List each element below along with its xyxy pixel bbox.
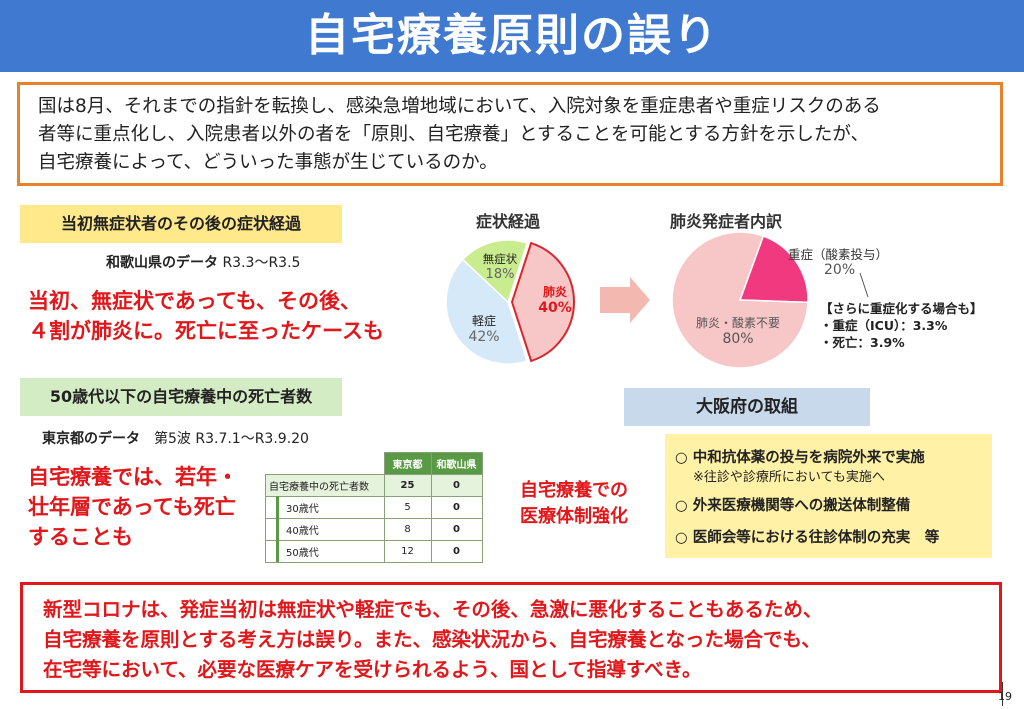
row-tokyo: 8 xyxy=(383,518,432,541)
slice-value-mild: 42% xyxy=(468,329,500,345)
source-period: R3.3〜R3.5 xyxy=(222,255,301,271)
osaka-item: ○ 中和抗体薬の投与を病院外来で実施 xyxy=(675,450,925,466)
row-wakayama: 0 xyxy=(430,518,483,541)
osaka-left-label-line: 医療体制強化 xyxy=(520,506,628,527)
slice-label-no-oxygen: 肺炎・酸素不要 xyxy=(695,316,780,330)
page-number: 19 xyxy=(998,690,1012,703)
source-label: 東京都のデータ xyxy=(42,431,140,447)
section1-heading: 当初無症状者のその後の症状経過 xyxy=(20,205,342,243)
severe-note-heading: 【さらに重症化する場合も】 xyxy=(820,301,983,316)
total-tokyo: 25 xyxy=(383,474,432,497)
slice-label-pneumonia: 肺炎 xyxy=(542,285,567,299)
page-divider xyxy=(1002,682,1003,706)
pie-label: 肺炎・酸素不要 80% xyxy=(688,314,788,347)
pie-slice xyxy=(671,231,809,369)
arrow-icon xyxy=(600,277,650,323)
intro-box: 国は8月、それまでの指針を転換し、感染急増地域において、入院対象を重症患者や重症… xyxy=(17,82,1003,186)
source-period: 第5波 R3.7.1〜R3.9.20 xyxy=(154,431,309,447)
table-side-bar xyxy=(276,496,279,562)
osaka-item-note: ※往診や診療所においても実施へ xyxy=(693,470,885,485)
total-label: 自宅療養中の死亡者数 xyxy=(265,474,385,497)
pneumonia-chart-title: 肺炎発症者内訳 xyxy=(670,212,783,231)
row-label: 30歳代 xyxy=(265,496,385,519)
pie-slice xyxy=(738,235,809,304)
header-wakayama: 和歌山県 xyxy=(430,452,483,475)
pie-label: 軽症 42% xyxy=(462,312,506,345)
severe-value: 20% xyxy=(824,262,856,278)
symptom-chart-title: 症状経過 xyxy=(476,212,541,231)
symptom-pie xyxy=(445,239,575,365)
severe-note-death: ・死亡：3.9% xyxy=(820,335,905,350)
pneumonia-pie xyxy=(671,231,809,369)
table-row: 自宅療養中の死亡者数 25 0 xyxy=(265,474,483,497)
section1-source: 和歌山県のデータ R3.3〜R3.5 xyxy=(106,252,300,272)
pie-slice xyxy=(445,258,529,365)
row-wakayama: 0 xyxy=(430,540,483,563)
slice-label-mild: 軽症 xyxy=(471,314,496,328)
table-row: 50歳代 12 0 xyxy=(265,540,483,563)
osaka-left-label-line: 自宅療養での xyxy=(520,480,628,501)
row-tokyo: 5 xyxy=(383,496,432,519)
table-row: 40歳代 8 0 xyxy=(265,518,483,541)
osaka-box: ○ 中和抗体薬の投与を病院外来で実施 ※往診や診療所においても実施へ ○ 外来医… xyxy=(665,434,992,558)
charts-svg xyxy=(445,231,869,369)
section2-source: 東京都のデータ 第5波 R3.7.1〜R3.9.20 xyxy=(42,428,309,448)
row-label: 50歳代 xyxy=(265,540,385,563)
section2-highlight: 自宅療養では、若年・ xyxy=(28,465,238,489)
intro-line: 者等に重点化し、入院患者以外の者を「原則、自宅療養」とすることを可能とする方針を… xyxy=(38,124,870,145)
header-tokyo: 東京都 xyxy=(383,452,432,475)
conclusion-box: 新型コロナは、発症当初は無症状や軽症でも、その後、急激に悪化することもあるため、… xyxy=(20,582,1002,693)
table-header-row: 東京都 和歌山県 xyxy=(266,452,483,475)
section1-highlight: ４割が肺炎に。死亡に至ったケースも xyxy=(28,319,384,343)
conclusion-line: 在宅等において、必要な医療ケアを受けられるよう、国として指導すべき。 xyxy=(43,658,702,681)
pie-label: 無症状 18% xyxy=(478,251,522,282)
conclusion-line: 自宅療養を原則とする考え方は誤り。また、感染状況から、自宅療養となった場合でも、 xyxy=(43,628,821,651)
title-bar xyxy=(0,0,1024,72)
section2-heading: 50歳代以下の自宅療養中の死亡者数 xyxy=(20,378,342,416)
intro-line: 自宅療養によって、どういった事態が生じているのか。 xyxy=(38,152,498,173)
death-table: 東京都 和歌山県 自宅療養中の死亡者数 25 0 30歳代 5 0 40歳代 8… xyxy=(265,452,483,563)
section1-highlight: 当初、無症状であっても、その後、 xyxy=(28,289,362,313)
section2-highlight: 壮年層であっても死亡 xyxy=(28,495,236,519)
severe-note-icu: ・重症（ICU）：3.3% xyxy=(820,318,948,333)
intro-line: 国は8月、それまでの指針を転換し、感染急増地域において、入院対象を重症患者や重症… xyxy=(38,96,881,117)
slice-value-pneumonia: 40% xyxy=(538,300,572,316)
row-tokyo: 12 xyxy=(383,540,432,563)
page-title: 自宅療養原則の誤り xyxy=(305,10,719,61)
source-label: 和歌山県のデータ xyxy=(106,255,218,271)
osaka-left-label: 自宅療養での 医療体制強化 xyxy=(520,478,628,530)
section2-highlight: することも xyxy=(28,525,133,549)
slice-value-no-oxygen: 80% xyxy=(722,331,754,347)
severe-note: 【さらに重症化する場合も】 ・重症（ICU）：3.3% ・死亡：3.9% xyxy=(820,300,983,351)
pie-slice xyxy=(461,239,529,304)
osaka-item: ○ 外来医療機関等への搬送体制整備 xyxy=(675,498,911,514)
row-label: 40歳代 xyxy=(265,518,385,541)
total-wakayama: 0 xyxy=(430,474,483,497)
table-row: 30歳代 5 0 xyxy=(265,496,483,519)
conclusion-line: 新型コロナは、発症当初は無症状や軽症でも、その後、急激に悪化することもあるため、 xyxy=(43,598,823,621)
pie-label: 肺炎 40% xyxy=(530,283,580,316)
osaka-item: ○ 医師会等における往診体制の充実 等 xyxy=(675,530,940,546)
osaka-heading: 大阪府の取組 xyxy=(624,388,870,426)
leader-line xyxy=(859,272,869,298)
slice-label-asymptomatic: 無症状 xyxy=(482,252,518,266)
row-wakayama: 0 xyxy=(430,496,483,519)
slice-value-asymptomatic: 18% xyxy=(485,267,515,282)
severe-label: 重症（酸素投与） xyxy=(788,247,889,262)
pie-slice xyxy=(510,241,575,363)
